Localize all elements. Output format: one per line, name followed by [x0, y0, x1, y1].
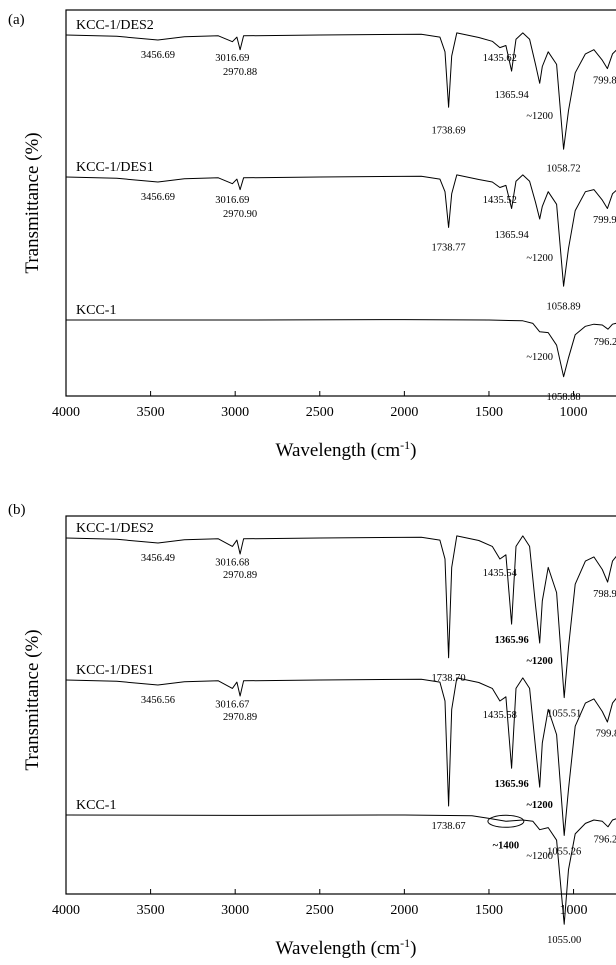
peak-label: 1435.62 — [483, 53, 517, 64]
peak-label: 2970.90 — [223, 209, 257, 220]
x-tick-label: 1500 — [475, 903, 503, 918]
series-name: KCC-1/DES1 — [76, 160, 154, 175]
panel-label: (a) — [8, 12, 25, 28]
highlight-ellipse — [487, 814, 525, 828]
panel-a: (a) 4000 3500 3000 2500 2000 1500 1000 Wavelengt… — [8, 9, 616, 461]
series-line-3 — [65, 814, 616, 925]
x-axis-label-text: Wavelength (cm — [276, 938, 401, 959]
series-line-3 — [66, 319, 616, 378]
peak-label: 1055.00 — [547, 935, 581, 946]
x-axis-label-superscript: -1 — [400, 438, 410, 452]
x-tick-label: 3000 — [221, 405, 249, 420]
peak-label: 1055.26 — [547, 846, 581, 857]
peak-label: 798.93 — [593, 589, 616, 600]
peak-label: 3016.69 — [215, 53, 249, 64]
x-axis-label-close: ) — [410, 440, 416, 461]
x-tick-label: 2000 — [390, 903, 418, 918]
peak-label: 1435.52 — [483, 195, 517, 206]
x-tick-label: 2000 — [390, 405, 418, 420]
peak-label: 796.20 — [594, 337, 616, 348]
x-tick-label: 4000 — [52, 903, 80, 918]
peak-label: 3016.69 — [215, 195, 249, 206]
x-tick-label: 1500 — [475, 405, 503, 420]
peak-label: 1365.96 — [495, 635, 529, 646]
peak-label: 1365.94 — [495, 230, 530, 241]
peak-label: ~1400 — [493, 841, 519, 852]
peak-label: 3456.56 — [141, 695, 175, 706]
panel-label: (b) — [8, 502, 26, 518]
peak-label: 1055.51 — [547, 709, 581, 720]
x-axis-label: Wavelength (cm-1) — [276, 438, 417, 461]
peak-label: 3456.69 — [141, 50, 175, 61]
peak-label: 1738.67 — [432, 821, 466, 832]
series-name: KCC-1/DES2 — [76, 18, 154, 33]
peak-label: 1365.94 — [495, 90, 530, 101]
series-name: KCC-1/DES2 — [76, 521, 154, 536]
peak-label: 3016.67 — [215, 699, 249, 710]
peak-label: 1365.96 — [495, 779, 529, 790]
peak-label: ~1200 — [526, 111, 553, 122]
peak-label: 1738.77 — [432, 243, 466, 254]
peak-label: ~1200 — [526, 656, 552, 667]
x-axis-label-close: ) — [410, 938, 416, 959]
x-tick-label: 1000 — [560, 903, 588, 918]
y-axis-label: Transmittance (%) — [22, 132, 43, 273]
peak-label: 3016.68 — [215, 557, 249, 568]
peak-label: 1738.69 — [432, 126, 466, 137]
peak-label: 1058.72 — [547, 164, 581, 175]
peak-label: 1738.70 — [432, 673, 466, 684]
x-tick-label: 2500 — [306, 405, 334, 420]
peak-label: 3456.69 — [141, 192, 175, 203]
peak-label: 799.89 — [593, 75, 616, 86]
y-axis-label: Transmittance (%) — [22, 629, 43, 770]
peak-label: 2970.88 — [223, 67, 257, 78]
peak-label: 796.26 — [594, 834, 616, 845]
series-name: KCC-1 — [76, 798, 116, 813]
peak-label: 799.8 — [596, 729, 616, 740]
peak-label: 2970.89 — [223, 570, 257, 581]
series-line-1 — [65, 535, 616, 699]
plot-frame — [65, 515, 616, 895]
series-line-1 — [65, 32, 616, 150]
series-name: KCC-1/DES1 — [76, 663, 154, 678]
x-axis-label-text: Wavelength (cm — [276, 440, 401, 461]
x-tick-label: 3000 — [221, 903, 249, 918]
peak-label: 1435.58 — [483, 710, 517, 721]
peak-label: ~1200 — [526, 851, 553, 862]
panel-b: (b) 4000 3500 3000 2500 2000 1500 1000 Wavelengt… — [8, 502, 616, 959]
x-axis-label: Wavelength (cm-1) — [276, 936, 417, 959]
peak-label: ~1200 — [526, 253, 553, 264]
peak-label: ~1200 — [526, 352, 553, 363]
peak-label: 1435.54 — [483, 568, 518, 579]
x-tick-label: 3500 — [137, 903, 165, 918]
peak-label: 2970.89 — [223, 712, 257, 723]
peak-label: 799.98 — [593, 215, 616, 226]
x-tick-label: 2500 — [306, 903, 334, 918]
plot-frame — [65, 9, 616, 397]
x-axis-label-superscript: -1 — [400, 936, 410, 950]
series-line-2 — [65, 174, 616, 287]
x-tick-label: 3500 — [137, 405, 165, 420]
peak-label: 1058.88 — [547, 392, 581, 403]
x-tick-label: 4000 — [52, 405, 80, 420]
peak-label: 1058.89 — [547, 301, 581, 312]
series-name: KCC-1 — [76, 303, 116, 318]
x-tick-label: 1000 — [560, 405, 588, 420]
series-line-2 — [65, 677, 616, 836]
peak-label: ~1200 — [526, 800, 552, 811]
peak-label: 3456.49 — [141, 553, 175, 564]
